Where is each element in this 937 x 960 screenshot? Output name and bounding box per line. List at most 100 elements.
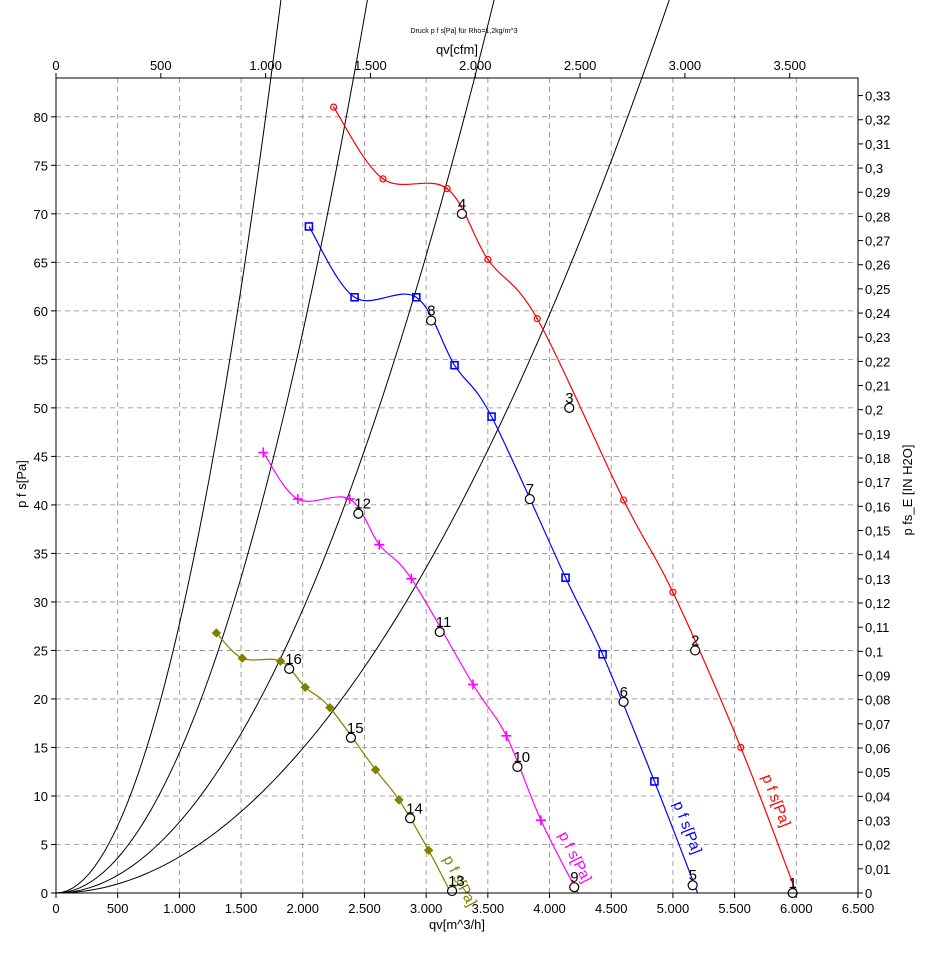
plot-frame [55, 77, 859, 894]
operating-point [405, 813, 416, 824]
x2-tick-label: 500 [150, 58, 172, 73]
y2-tick-label: 0,05 [865, 765, 890, 780]
y2-tick-label: 0,13 [865, 572, 890, 587]
data-point [598, 650, 607, 659]
x2-tick-label: 1.000 [249, 58, 282, 73]
operating-point-label: 2 [691, 632, 699, 649]
system-curves [55, 0, 670, 894]
series-line [333, 106, 797, 894]
data-point [450, 360, 459, 370]
data-point [374, 539, 385, 550]
y2-tick-label: 0,09 [865, 669, 890, 684]
operating-point-label: 11 [436, 614, 452, 631]
axes: 0 500 1.000 1.500 2.000 2.500 3.000 3.500 4.000 4… [34, 58, 891, 916]
y2-tick-label: 0,23 [865, 330, 890, 345]
data-point [411, 292, 421, 302]
operating-point-label: 16 [285, 651, 302, 668]
data-point [443, 185, 451, 193]
series-label: p f s[Pa] [669, 799, 705, 856]
data-point-center [536, 317, 539, 320]
data-point-center [672, 591, 674, 594]
series-4: p f s[Pa] [211, 628, 480, 909]
operating-point-label: 8 [427, 303, 435, 320]
x-tick-label: 0 [52, 901, 59, 916]
y-tick-label: 0 [41, 886, 48, 901]
y2-tick-label: 0,3 [865, 161, 883, 176]
data-point [535, 815, 546, 826]
y2-tick-label: 0,27 [865, 234, 890, 249]
y2-tick-label: 0,26 [865, 258, 890, 273]
system-curve [55, 0, 495, 894]
series-line [215, 632, 452, 894]
y-tick-label: 60 [34, 304, 48, 319]
y2-tick-label: 0,01 [865, 862, 890, 877]
operating-point-label: 6 [620, 684, 628, 701]
data-point [669, 588, 677, 596]
y-tick-label: 55 [34, 352, 48, 367]
operating-point [690, 645, 701, 656]
operating-point-label: 1 [789, 875, 797, 892]
operating-point [345, 732, 356, 743]
data-point [350, 292, 359, 302]
x2-tick-label: 1.500 [354, 58, 387, 73]
y2-tick-label: 0,03 [865, 814, 890, 829]
operating-point [564, 402, 575, 413]
fan-curves: p f s[Pa]p f s[Pa]p f s[Pa]p f s[Pa] [211, 103, 797, 909]
operating-point-label: 4 [458, 196, 466, 213]
y2-tick-label: 0,08 [865, 693, 890, 708]
series-label: p f s[Pa] [758, 772, 794, 829]
system-curve [55, 0, 670, 894]
operating-point [687, 880, 698, 891]
data-point [737, 743, 745, 752]
y-tick-label: 70 [34, 207, 48, 222]
operating-point [618, 696, 629, 707]
data-point [487, 412, 496, 421]
data-point-center [446, 187, 449, 190]
y2-tick-label: 0,04 [865, 789, 890, 804]
data-point [330, 103, 338, 111]
y2-tick-label: 0,1 [865, 644, 883, 659]
x-tick-label: 1.500 [225, 901, 258, 916]
y-tick-label: 5 [41, 837, 48, 852]
data-point [619, 496, 628, 504]
x-tick-label: 3.000 [410, 901, 443, 916]
x-tick-label: 5.000 [657, 901, 690, 916]
x-tick-label: 4.500 [595, 901, 628, 916]
x2-tick-label: 0 [52, 58, 59, 73]
x-tick-label: 2.500 [348, 901, 381, 916]
operating-point-label: 14 [406, 800, 423, 817]
operating-point [512, 761, 523, 772]
data-point [258, 447, 269, 458]
data-point [344, 494, 355, 505]
y2-tick-label: 0,25 [865, 282, 890, 297]
operating-point-label: 5 [689, 867, 697, 884]
top-axis-title: qv[cfm] [436, 42, 478, 57]
x-tick-label: 6.500 [842, 901, 875, 916]
y2-tick-label: 0,33 [865, 89, 890, 104]
data-point [501, 730, 512, 741]
data-point [292, 494, 303, 505]
operating-point [353, 508, 364, 519]
series-line [262, 452, 579, 894]
operating-point-label: 7 [526, 481, 534, 498]
operating-point [425, 315, 437, 326]
y2-tick-label: 0,32 [865, 113, 890, 128]
operating-point [456, 208, 468, 219]
data-point [211, 628, 222, 638]
y-tick-label: 80 [34, 110, 48, 125]
data-point-center [486, 258, 489, 261]
y-tick-label: 20 [34, 692, 48, 707]
x-tick-label: 2.000 [286, 901, 319, 916]
y2-tick-label: 0,07 [865, 717, 890, 732]
operating-point-label: 15 [347, 720, 364, 737]
data-point [423, 845, 434, 856]
operating-point [434, 626, 445, 638]
left-axis-title: p f s[Pa] [14, 460, 29, 508]
system-curve [55, 0, 368, 894]
y2-tick-label: 0,11 [865, 620, 889, 635]
data-point [561, 573, 570, 582]
data-point [370, 765, 381, 775]
series-2: p f s[Pa] [304, 222, 705, 894]
